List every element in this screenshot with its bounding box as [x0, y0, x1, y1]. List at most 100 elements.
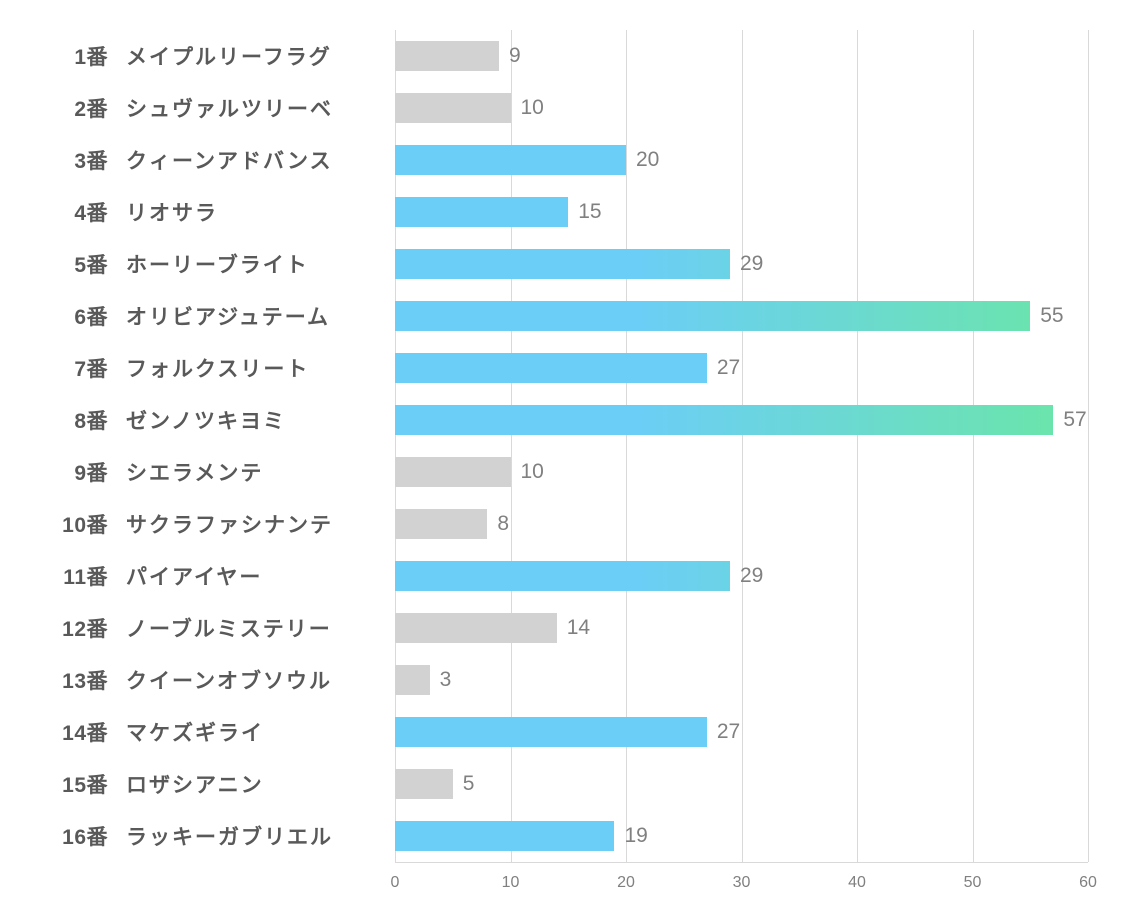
chart-row: 3番クィーンアドバンス20 — [0, 134, 1134, 186]
chart-row: 9番シエラメンテ10 — [0, 446, 1134, 498]
bar: 29 — [395, 561, 730, 591]
row-name: ゼンノツキヨミ — [126, 405, 286, 435]
chart-row: 16番ラッキーガブリエル19 — [0, 810, 1134, 862]
bar-value: 10 — [521, 96, 544, 120]
row-label-area: 8番ゼンノツキヨミ — [0, 405, 395, 435]
row-name: クィーンアドバンス — [126, 145, 333, 175]
row-rank: 3番 — [40, 145, 108, 175]
row-rank: 1番 — [40, 41, 108, 71]
row-rank: 16番 — [40, 821, 108, 851]
bar: 9 — [395, 41, 499, 71]
row-label-area: 3番クィーンアドバンス — [0, 145, 395, 175]
chart-row: 12番ノーブルミステリー14 — [0, 602, 1134, 654]
bar-value: 10 — [521, 460, 544, 484]
row-plot: 8 — [395, 498, 1088, 550]
row-label-area: 1番メイプルリーフラグ — [0, 41, 395, 71]
bar: 5 — [395, 769, 453, 799]
row-plot: 29 — [395, 238, 1088, 290]
chart-row: 11番パイアイヤー29 — [0, 550, 1134, 602]
x-tick-label: 10 — [502, 874, 520, 892]
row-label-area: 12番ノーブルミステリー — [0, 613, 395, 643]
bar: 27 — [395, 353, 707, 383]
row-plot: 3 — [395, 654, 1088, 706]
chart-row: 4番リオサラ 15 — [0, 186, 1134, 238]
bar-value: 3 — [440, 668, 452, 692]
row-label-area: 14番マケズギライ — [0, 717, 395, 747]
bar: 8 — [395, 509, 487, 539]
bar: 3 — [395, 665, 430, 695]
row-label-area: 16番ラッキーガブリエル — [0, 821, 395, 851]
bar-value: 15 — [578, 200, 601, 224]
row-name: リオサラ — [126, 197, 218, 227]
row-name: ロザシアニン — [126, 769, 264, 799]
bar-value: 29 — [740, 252, 763, 276]
bar: 10 — [395, 93, 511, 123]
x-tick-label: 60 — [1079, 874, 1097, 892]
x-tick-label: 50 — [964, 874, 982, 892]
x-tick-label: 40 — [848, 874, 866, 892]
row-label-area: 11番パイアイヤー — [0, 561, 395, 591]
row-name: パイアイヤー — [126, 561, 262, 591]
row-plot: 10 — [395, 82, 1088, 134]
bar: 55 — [395, 301, 1030, 331]
row-plot: 20 — [395, 134, 1088, 186]
row-name: マケズギライ — [126, 717, 264, 747]
row-name: ノーブルミステリー — [126, 613, 332, 643]
row-plot: 14 — [395, 602, 1088, 654]
x-tick-label: 0 — [391, 874, 400, 892]
row-plot: 55 — [395, 290, 1088, 342]
row-rank: 11番 — [40, 561, 108, 591]
row-name: シエラメンテ — [126, 457, 263, 487]
row-rank: 8番 — [40, 405, 108, 435]
row-plot: 5 — [395, 758, 1088, 810]
bar-value: 5 — [463, 772, 475, 796]
row-label-area: 7番フォルクスリート — [0, 353, 395, 383]
bar-value: 29 — [740, 564, 763, 588]
row-name: クイーンオブソウル — [126, 665, 332, 695]
chart-row: 7番フォルクスリート27 — [0, 342, 1134, 394]
row-name: ラッキーガブリエル — [126, 821, 333, 851]
x-tick-label: 30 — [733, 874, 751, 892]
bar: 29 — [395, 249, 730, 279]
row-label-area: 9番シエラメンテ — [0, 457, 395, 487]
bar-value: 19 — [624, 824, 647, 848]
bar-value: 55 — [1040, 304, 1063, 328]
row-rank: 13番 — [40, 665, 108, 695]
row-plot: 9 — [395, 30, 1088, 82]
bar-value: 14 — [567, 616, 590, 640]
row-plot: 27 — [395, 342, 1088, 394]
x-axis: 0102030405060 — [395, 862, 1088, 892]
row-plot: 15 — [395, 186, 1088, 238]
row-rank: 6番 — [40, 301, 108, 331]
row-label-area: 15番ロザシアニン — [0, 769, 395, 799]
chart-row: 6番オリビアジュテーム 55 — [0, 290, 1134, 342]
row-label-area: 2番シュヴァルツリーベ — [0, 93, 395, 123]
row-rank: 5番 — [40, 249, 108, 279]
chart-row: 5番ホーリーブライト29 — [0, 238, 1134, 290]
bar: 19 — [395, 821, 614, 851]
bar-value: 57 — [1063, 408, 1086, 432]
bar: 10 — [395, 457, 511, 487]
row-name: サクラファシナンテ — [126, 509, 333, 539]
bar-value: 9 — [509, 44, 521, 68]
bar-chart: 1番メイプルリーフラグ92番シュヴァルツリーベ103番クィーンアドバンス204番… — [0, 0, 1134, 907]
row-rank: 14番 — [40, 717, 108, 747]
row-plot: 57 — [395, 394, 1088, 446]
bar: 14 — [395, 613, 557, 643]
row-label-area: 10番サクラファシナンテ — [0, 509, 395, 539]
chart-row: 10番サクラファシナンテ8 — [0, 498, 1134, 550]
bar-value: 27 — [717, 356, 740, 380]
row-rank: 10番 — [40, 509, 108, 539]
chart-row: 14番マケズギライ27 — [0, 706, 1134, 758]
bar: 15 — [395, 197, 568, 227]
row-name: オリビアジュテーム — [126, 301, 330, 331]
row-rank: 9番 — [40, 457, 108, 487]
chart-row: 15番ロザシアニン5 — [0, 758, 1134, 810]
chart-row: 1番メイプルリーフラグ9 — [0, 30, 1134, 82]
row-rank: 7番 — [40, 353, 108, 383]
row-rank: 4番 — [40, 197, 108, 227]
row-name: フォルクスリート — [126, 353, 309, 383]
row-plot: 27 — [395, 706, 1088, 758]
row-label-area: 5番ホーリーブライト — [0, 249, 395, 279]
row-plot: 19 — [395, 810, 1088, 862]
